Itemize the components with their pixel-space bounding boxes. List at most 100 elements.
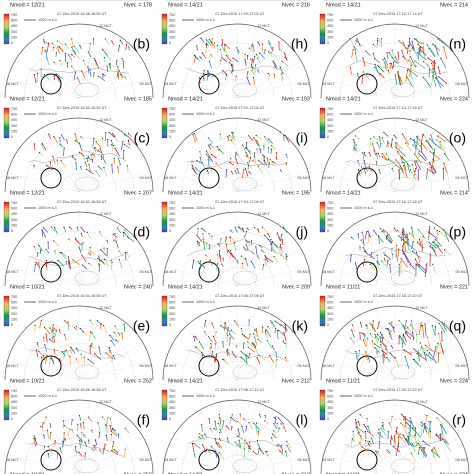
velocity-vector: [371, 324, 377, 332]
vector-dot: [263, 145, 265, 147]
map-boundary: [162, 399, 312, 474]
scale-label: 1000 m s-1: [196, 206, 215, 210]
colorbar-label: 750: [11, 107, 17, 111]
velocity-vector: [356, 41, 364, 47]
velocity-vector: [124, 252, 127, 261]
vector-dot: [113, 157, 115, 159]
vector-dot: [219, 431, 221, 434]
vector-dot: [47, 446, 50, 448]
vector-dot: [59, 251, 61, 254]
timestamp: 07-Dec-2015 16:48-16:50 UT: [57, 12, 107, 16]
vector-dot: [400, 261, 402, 263]
vector-dot: [248, 421, 250, 424]
velocity-vector: [383, 132, 389, 137]
velocity-vector: [367, 441, 373, 445]
velocity-vector: [121, 333, 124, 340]
vector-dot: [369, 322, 371, 324]
vector-dot: [357, 233, 359, 235]
vector-dot: [127, 132, 130, 135]
vector-dot: [356, 37, 358, 40]
velocity-vector: [386, 153, 391, 160]
greenland: [390, 364, 416, 380]
colorbar: [161, 201, 168, 233]
velocity-vector: [106, 435, 108, 441]
velocity-vector: [403, 334, 407, 343]
vector-dot: [404, 236, 406, 239]
velocity-vector: [194, 133, 198, 141]
n-vec: Nvec = 209: [282, 284, 310, 290]
velocity-vector: [211, 154, 217, 159]
vector-dot: [413, 153, 416, 155]
velocity-vector: [409, 417, 415, 429]
map-boundary: [4, 305, 154, 381]
vector-dot: [214, 420, 216, 422]
velocity-vector: [245, 426, 247, 432]
vector-dot: [422, 133, 424, 135]
vector-dot: [434, 238, 437, 241]
vector-dot: [368, 151, 370, 154]
velocity-vector: [249, 334, 251, 339]
vector-dot: [87, 66, 89, 68]
meridian: [78, 127, 117, 193]
velocity-vector: [434, 71, 438, 81]
velocity-vector: [102, 49, 108, 56]
vector-dot: [396, 244, 398, 246]
vector-dot: [198, 242, 200, 244]
vector-dot: [219, 428, 221, 431]
velocity-vector: [225, 169, 228, 178]
highlight-circle: [356, 449, 378, 471]
vector-dot: [236, 47, 238, 49]
vector-dot: [102, 324, 105, 327]
vector-dot: [94, 439, 97, 441]
vector-dot: [275, 327, 277, 329]
velocity-vector: [45, 355, 48, 364]
vector-dot: [210, 41, 212, 43]
velocity-vector: [395, 159, 404, 171]
vector-dot: [85, 157, 88, 160]
vector-dot: [76, 226, 79, 228]
vector-dot: [68, 226, 71, 228]
vector-dot: [201, 354, 203, 356]
vector-dot: [97, 422, 99, 424]
vector-dot: [352, 324, 354, 326]
panel-letter: (f): [137, 412, 150, 428]
velocity-vector: [206, 448, 211, 455]
vector-dot: [210, 153, 213, 156]
vector-dot: [101, 416, 104, 418]
n-vec: Nvec = 221: [440, 284, 468, 290]
velocity-vector: [259, 149, 262, 154]
vector-dot: [33, 437, 35, 439]
vector-dot: [364, 431, 366, 433]
vector-dot: [401, 49, 403, 51]
velocity-vector: [386, 52, 389, 59]
vector-dot: [284, 356, 286, 359]
vector-dot: [59, 59, 61, 62]
velocity-vector: [417, 52, 427, 61]
vector-dot: [203, 69, 205, 71]
greenland: [74, 82, 100, 98]
vector-dot: [269, 354, 271, 357]
colorbar-label: 300: [11, 406, 17, 410]
velocity-vector: [278, 428, 280, 433]
latitude-circle: [357, 436, 433, 474]
velocity-vector: [391, 248, 393, 254]
velocity-vector: [251, 261, 256, 269]
vector-dot: [63, 432, 65, 434]
vector-dot: [57, 259, 59, 261]
velocity-vector: [394, 74, 398, 85]
vector-dot: [411, 226, 413, 228]
map-boundary: [162, 23, 312, 99]
velocity-vector: [370, 252, 373, 259]
latitude-circle: [181, 324, 293, 381]
vector-dot: [102, 49, 104, 51]
vector-dot: [74, 327, 76, 329]
vector-dot: [122, 140, 124, 143]
velocity-vector: [226, 437, 230, 444]
vector-dot: [71, 155, 74, 157]
n-mod: Nmod = 12/21: [10, 2, 45, 8]
vector-dot: [84, 452, 86, 454]
velocity-vector: [75, 162, 77, 170]
mlt-right: 06 MLT: [139, 176, 152, 180]
velocity-vector: [425, 415, 428, 425]
